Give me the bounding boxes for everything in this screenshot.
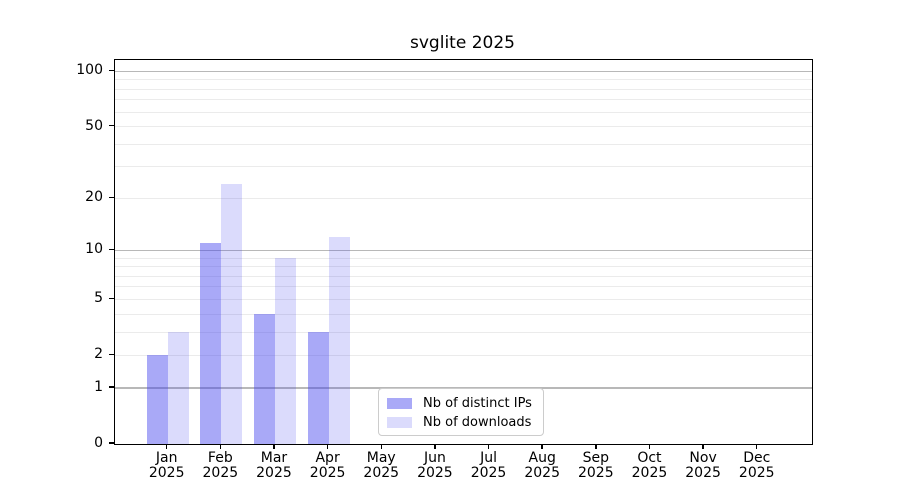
y-tick-label: 2	[94, 346, 103, 363]
y-tick-label: 10	[85, 241, 103, 258]
legend-label-distinct-ips: Nb of distinct IPs	[423, 396, 532, 411]
bar-ips-jan	[146, 355, 168, 444]
gridline-major	[115, 249, 812, 252]
x-tick-label: Sep 2025	[577, 450, 614, 481]
x-tick-label: Jun 2025	[417, 450, 453, 481]
gridline-minor	[115, 79, 812, 81]
bar-downloads-apr	[328, 236, 350, 444]
gridline-major	[115, 70, 812, 73]
legend: Nb of distinct IPs Nb of downloads	[378, 388, 544, 436]
chart-title: svglite 2025	[410, 33, 515, 53]
x-tick-mark	[326, 444, 329, 449]
y-tick-mark	[108, 353, 114, 355]
bar-ips-apr	[307, 332, 329, 444]
bar-ips-mar	[253, 314, 275, 444]
y-tick-label: 5	[94, 290, 103, 307]
gridline-minor	[115, 166, 812, 168]
gridline-minor	[115, 313, 812, 315]
x-tick-mark	[219, 444, 222, 449]
legend-label-downloads: Nb of downloads	[423, 415, 532, 430]
gridline-minor	[115, 257, 812, 259]
gridline-minor	[115, 143, 812, 145]
bar-downloads-feb	[221, 184, 243, 444]
x-tick-mark	[702, 444, 704, 449]
y-tick-mark	[108, 386, 114, 388]
x-tick-label: Apr 2025	[309, 450, 346, 481]
x-tick-label: Jul 2025	[470, 450, 507, 481]
x-tick-label: Nov 2025	[685, 450, 721, 481]
y-tick-mark	[108, 248, 114, 251]
gridline-minor	[115, 354, 812, 356]
x-tick-label: Oct 2025	[631, 450, 668, 481]
legend-item-downloads: Nb of downloads	[379, 413, 543, 432]
bar-downloads-jan	[167, 332, 189, 444]
x-tick-mark	[434, 444, 436, 449]
y-tick-label: 50	[85, 117, 103, 134]
legend-item-distinct-ips: Nb of distinct IPs	[379, 394, 543, 413]
y-tick-label: 1	[94, 379, 103, 396]
x-tick-mark	[166, 444, 168, 449]
y-tick-mark	[108, 124, 114, 127]
gridline-minor	[115, 88, 812, 90]
x-tick-label: Dec 2025	[738, 450, 775, 481]
y-tick-label: 100	[76, 62, 103, 79]
x-tick-label: Mar 2025	[256, 450, 292, 481]
gridline-minor	[115, 298, 812, 300]
gridline-minor	[115, 111, 812, 113]
x-tick-mark	[273, 444, 275, 449]
x-tick-mark	[541, 444, 543, 449]
x-tick-label: Feb 2025	[202, 450, 239, 481]
gridline-minor	[115, 286, 812, 288]
gridline-minor	[115, 126, 812, 128]
gridline-minor	[115, 275, 812, 277]
legend-swatch-downloads	[387, 417, 412, 428]
legend-swatch-distinct-ips	[387, 398, 412, 409]
x-tick-mark	[648, 444, 651, 449]
gridline-minor	[115, 197, 812, 199]
bar-ips-feb	[200, 243, 222, 444]
y-tick-mark	[108, 297, 114, 300]
y-tick-mark	[108, 196, 114, 198]
y-tick-mark	[108, 442, 114, 444]
x-tick-label: May 2025	[363, 450, 400, 481]
gridline-minor	[115, 266, 812, 268]
x-tick-label: Aug 2025	[524, 450, 560, 481]
x-tick-mark	[756, 444, 758, 449]
y-tick-label: 20	[85, 189, 103, 206]
x-tick-mark	[487, 444, 490, 449]
gridline-minor	[115, 331, 812, 333]
y-tick-mark	[108, 69, 114, 72]
y-tick-label: 0	[94, 435, 103, 451]
plot-area	[114, 59, 813, 445]
gridline-minor	[115, 99, 812, 101]
x-tick-label: Jan 2025	[148, 450, 185, 481]
x-tick-mark	[380, 444, 382, 449]
bar-downloads-mar	[274, 258, 296, 444]
x-tick-mark	[595, 444, 597, 449]
